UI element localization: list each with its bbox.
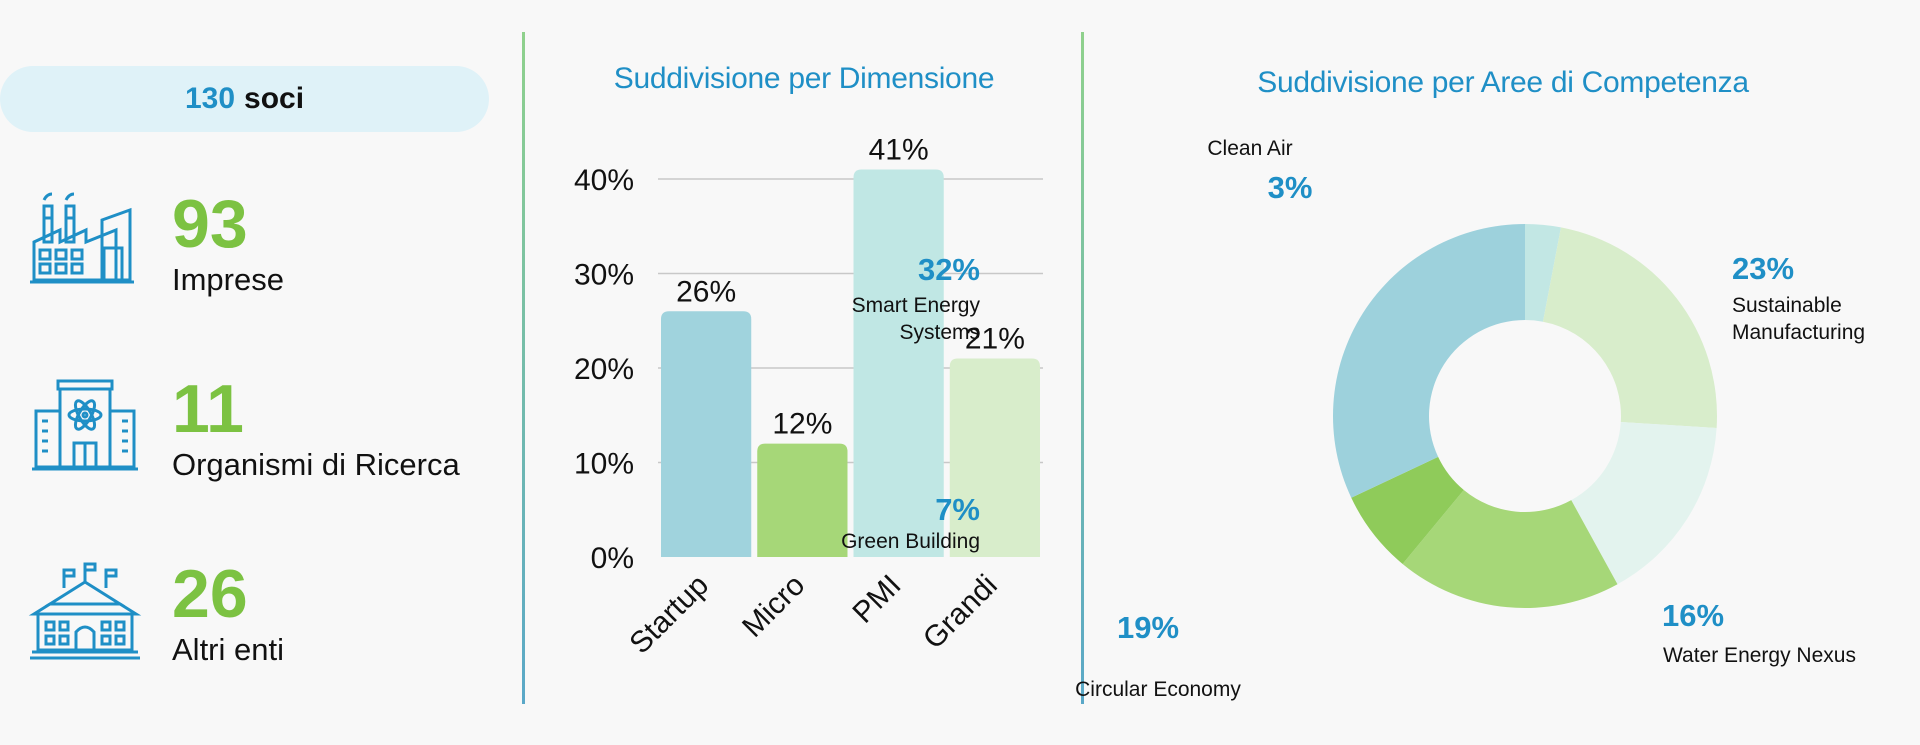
stat-imprese: 93 Imprese (30, 190, 510, 320)
donut-slice-clean-air (1525, 224, 1561, 322)
donut-slice-smart-energy-systems (1333, 224, 1525, 498)
donut-slice-water-energy-nexus (1571, 422, 1717, 585)
donut-chart-title: Suddivisione per Aree di Competenza (1257, 66, 1749, 99)
bar-chart-title: Suddivisione per Dimensione (613, 62, 995, 95)
donut-chart: 3% Clean Air 23% Sustainable Manufacturing 16… (841, 137, 1865, 701)
donut-slice-green-building (1351, 456, 1464, 564)
stat-organismi-value: 11 (172, 371, 244, 447)
bar-pmi (853, 169, 944, 558)
bar-chart: 0% 10% 20% 30% 40% 26% Startup 12% Micro 41% PMI 21… (574, 134, 1043, 661)
donut-category-label: Smart Energy Systems (852, 294, 981, 344)
bar-chart-panel: Suddivisione per Dimensione 0% 10% 20% 30% 4… (524, 0, 1084, 745)
bar-startup (661, 311, 752, 557)
stat-organismi-ricerca: 11 Organismi di Ricerca (30, 375, 510, 505)
y-tick-label: 30% (574, 259, 634, 292)
y-tick-label: 40% (574, 164, 634, 197)
factory-icon (30, 192, 134, 284)
members-summary-panel: 130 soci 93 Imprese (0, 0, 520, 745)
y-tick-label: 20% (574, 353, 634, 386)
institution-building-icon (28, 562, 142, 660)
donut-category-label: Water Energy Nexus (1663, 644, 1856, 667)
donut-pct-label: 3% (1268, 170, 1313, 205)
bar-value-label: 41% (869, 134, 929, 167)
donut-category-label: Clean Air (1207, 137, 1292, 160)
bar-micro (757, 443, 848, 557)
y-tick-label: 10% (574, 448, 634, 481)
donut-pct-label: 7% (935, 492, 980, 527)
y-tick-label: 0% (591, 542, 634, 575)
x-tick-label: PMI (847, 569, 908, 630)
donut-pct-label: 19% (1117, 610, 1179, 645)
donut-pct-label: 23% (1732, 251, 1794, 286)
total-members-number: 130 (184, 82, 236, 115)
donut-slice-sustainable-manufacturing (1542, 227, 1717, 429)
stat-imprese-label: Imprese (172, 262, 284, 297)
bar-grandi (949, 358, 1040, 557)
total-members-label: soci (244, 82, 305, 115)
bar-value-label: 12% (772, 408, 832, 441)
stat-altri-value: 26 (172, 556, 248, 632)
donut-slice-circular-economy (1402, 489, 1618, 608)
bar-value-label: 21% (965, 323, 1025, 356)
research-building-icon (32, 379, 138, 471)
x-tick-label: Micro (736, 569, 811, 644)
bar-value-label: 26% (676, 275, 736, 308)
donut-category-label: Green Building (841, 530, 980, 553)
donut-chart-panel: Suddivisione per Aree di Competenza 3% Cl… (841, 0, 1920, 745)
stat-altri-enti: 26 Altri enti (28, 556, 510, 690)
x-tick-label: Grandi (917, 569, 1004, 656)
donut-pct-label: 32% (918, 252, 980, 287)
x-tick-label: Startup (623, 569, 715, 661)
divider-left (522, 32, 525, 704)
donut-category-label: Circular Economy (1075, 678, 1241, 701)
donut-category-label: Sustainable Manufacturing (1732, 294, 1865, 344)
total-members-badge: 130 soci (0, 66, 489, 132)
divider-right (1081, 32, 1084, 704)
stat-altri-label: Altri enti (172, 632, 284, 667)
stat-imprese-value: 93 (172, 186, 248, 262)
donut-pct-label: 16% (1662, 598, 1724, 633)
stat-organismi-label: Organismi di Ricerca (172, 447, 460, 482)
